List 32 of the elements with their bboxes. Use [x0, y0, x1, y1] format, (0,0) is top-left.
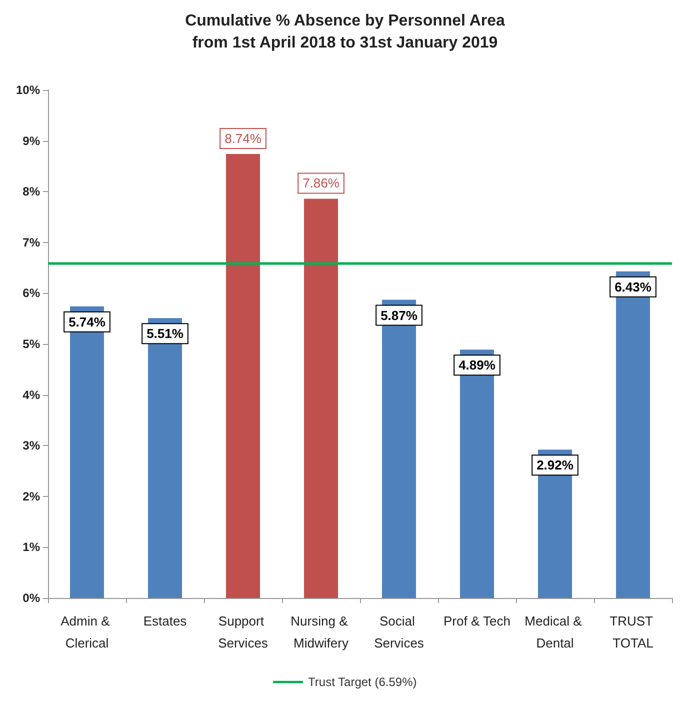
y-tick-label: 2%	[22, 489, 40, 504]
data-label: 5.51%	[146, 326, 184, 342]
data-label: 2.92%	[536, 458, 574, 473]
y-tick-label: 0%	[22, 591, 40, 605]
y-tick-label: 9%	[22, 134, 40, 148]
y-tick-label: 10%	[16, 83, 40, 97]
data-label: 8.74%	[224, 131, 262, 146]
data-label: 7.86%	[302, 176, 340, 191]
y-tick-label: 1%	[22, 540, 40, 554]
data-label: 6.43%	[614, 279, 652, 294]
y-tick-label: 7%	[22, 235, 40, 250]
data-label: 4.89%	[458, 358, 496, 373]
y-tick-label: 8%	[22, 184, 40, 199]
data-label: 5.74%	[68, 314, 106, 330]
y-tick-label: 3%	[22, 438, 40, 453]
x-tick-label: Prof & Tech	[444, 614, 510, 628]
x-tick-label: Support Services	[218, 614, 268, 650]
legend-label: Trust Target (6.59%)	[308, 675, 417, 689]
x-tick-label: Nursing & Midwifery	[290, 614, 352, 650]
y-tick-label: 6%	[22, 286, 40, 300]
x-tick-label: Medical & Dental	[524, 614, 586, 650]
data-label: 5.87%	[380, 308, 418, 323]
x-tick-label: Admin & Clerical	[60, 614, 114, 650]
x-tick-label: Social Services	[374, 614, 424, 650]
chart-title: Cumulative % Absence by Personnel Area	[185, 12, 506, 30]
chart-subtitle: from 1st April 2018 to 31st January 2019	[192, 34, 498, 52]
y-tick-label: 5%	[22, 337, 40, 351]
x-tick-label: Estates	[143, 614, 188, 628]
bar	[304, 198, 338, 598]
x-tick-label: TRUST TOTAL	[610, 614, 656, 650]
y-tick-label: 4%	[22, 388, 40, 402]
bar	[226, 154, 260, 598]
